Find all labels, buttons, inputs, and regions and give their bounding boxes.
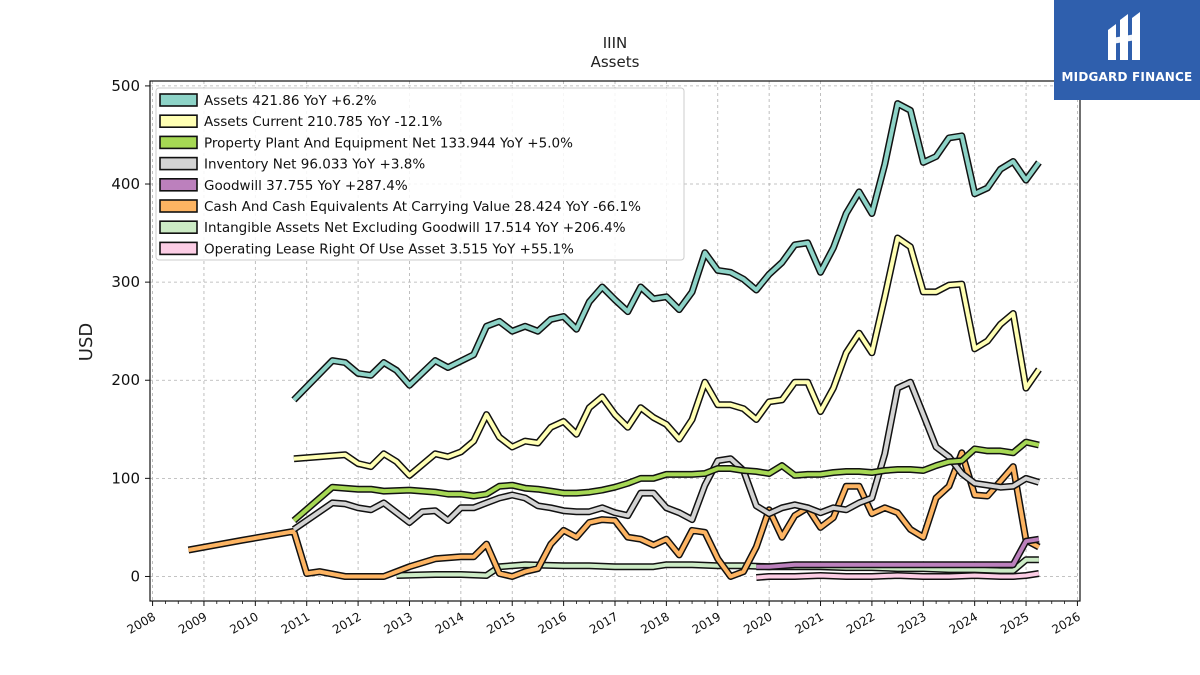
y-tick-label: 500: [111, 77, 140, 95]
legend-item: Inventory Net 96.033 YoY +3.8%: [159, 156, 425, 173]
series-line: [188, 450, 1040, 579]
legend-item: Goodwill 37.755 YoY +287.4%: [159, 178, 408, 194]
legend-item: Property Plant And Equipment Net 133.944…: [159, 135, 573, 151]
series-line: [756, 571, 1040, 580]
chart-subtitle: Assets: [591, 53, 640, 71]
legend-label: Assets 421.86 YoY +6.2%: [204, 93, 377, 109]
x-tick-label: 2019: [690, 609, 723, 636]
series-cash-and-cash-equivalents-at-carrying-value: [187, 449, 1041, 580]
x-tick-label: 2009: [176, 609, 209, 636]
legend-item: Operating Lease Right Of Use Asset 3.515…: [159, 241, 574, 257]
legend-item: Intangible Assets Net Excluding Goodwill…: [159, 220, 626, 236]
y-axis-label: USD: [76, 323, 97, 361]
legend-label: Goodwill 37.755 YoY +287.4%: [204, 178, 408, 194]
legend-label: Operating Lease Right Of Use Asset 3.515…: [204, 241, 574, 257]
legend-swatch: [159, 178, 198, 192]
series-line: [292, 380, 1040, 532]
chart-title: IIIN: [603, 34, 628, 52]
y-axis: 0 100 200 300 400 500: [111, 77, 150, 585]
series-operating-lease-right-of-use-asset: [756, 570, 1040, 581]
legend-label: Intangible Assets Net Excluding Goodwill…: [204, 220, 626, 236]
brand-logo: MIDGARD FINANCE: [1054, 0, 1200, 100]
series-line: [292, 440, 1040, 523]
legend-swatch: [159, 220, 198, 234]
series-line: [292, 101, 1041, 402]
legend-item: Assets 421.86 YoY +6.2%: [159, 93, 377, 109]
y-tick-label: 100: [111, 469, 140, 487]
x-tick-label: 2013: [382, 609, 415, 636]
x-tick-label: 2024: [947, 609, 980, 636]
legend-item: Assets Current 210.785 YoY -12.1%: [159, 114, 443, 130]
legend-box: [155, 87, 685, 261]
x-tick-label: 2026: [1049, 609, 1082, 636]
x-tick-label: 2010: [227, 609, 260, 636]
legend-label: Cash And Cash Equivalents At Carrying Va…: [204, 199, 641, 215]
x-tick-label: 2008: [125, 609, 158, 636]
x-tick-label: 2023: [895, 609, 928, 636]
x-tick-label: 2022: [844, 609, 877, 636]
legend-label: Assets Current 210.785 YoY -12.1%: [204, 114, 443, 130]
series-line: [293, 236, 1041, 478]
legend-label: Inventory Net 96.033 YoY +3.8%: [204, 157, 425, 173]
y-tick-label: 200: [111, 371, 140, 389]
legend-swatch: [159, 93, 198, 107]
legend-swatch: [159, 114, 198, 128]
legend-item: Cash And Cash Equivalents At Carrying Va…: [159, 199, 641, 215]
series-inventory-net: [291, 378, 1040, 533]
legend-swatch: [159, 241, 198, 256]
series-assets: [291, 100, 1042, 403]
x-tick-label: 2014: [433, 609, 466, 636]
legend: Assets 421.86 YoY +6.2% Assets Current 21…: [155, 87, 685, 261]
x-axis: 2008 2009 2010 2011 2012 2013 2014 2015 2016 2017…: [125, 601, 1083, 637]
series-line: [756, 537, 1040, 569]
series-line: [396, 557, 1039, 578]
x-tick-label: 2020: [741, 609, 774, 636]
x-tick-label: 2017: [587, 609, 620, 636]
x-tick-label: 2018: [638, 609, 671, 636]
brand-name: MIDGARD FINANCE: [1061, 70, 1193, 84]
series-assets-current: [293, 234, 1042, 479]
midgard-logo-icon: [1108, 12, 1140, 60]
series-goodwill: [756, 535, 1040, 571]
y-tick-label: 300: [111, 273, 140, 291]
x-tick-label: 2021: [793, 609, 826, 636]
series-intangible-assets-net-excluding-goodwill: [396, 556, 1039, 579]
series-layer: [187, 100, 1042, 581]
x-tick-label: 2016: [536, 609, 569, 636]
legend-swatch: [159, 135, 198, 150]
x-tick-label: 2025: [998, 609, 1031, 636]
legend-swatch: [159, 199, 198, 213]
legend-label: Property Plant And Equipment Net 133.944…: [204, 135, 573, 151]
y-tick-label: 0: [130, 567, 140, 585]
y-tick-label: 400: [111, 175, 140, 193]
x-tick-label: 2012: [330, 609, 363, 636]
series-property-plant-and-equipment-net: [291, 438, 1040, 524]
x-tick-label: 2011: [279, 609, 312, 636]
legend-swatch: [159, 156, 198, 171]
series-outline: [756, 535, 1040, 571]
x-tick-label: 2015: [484, 609, 517, 636]
